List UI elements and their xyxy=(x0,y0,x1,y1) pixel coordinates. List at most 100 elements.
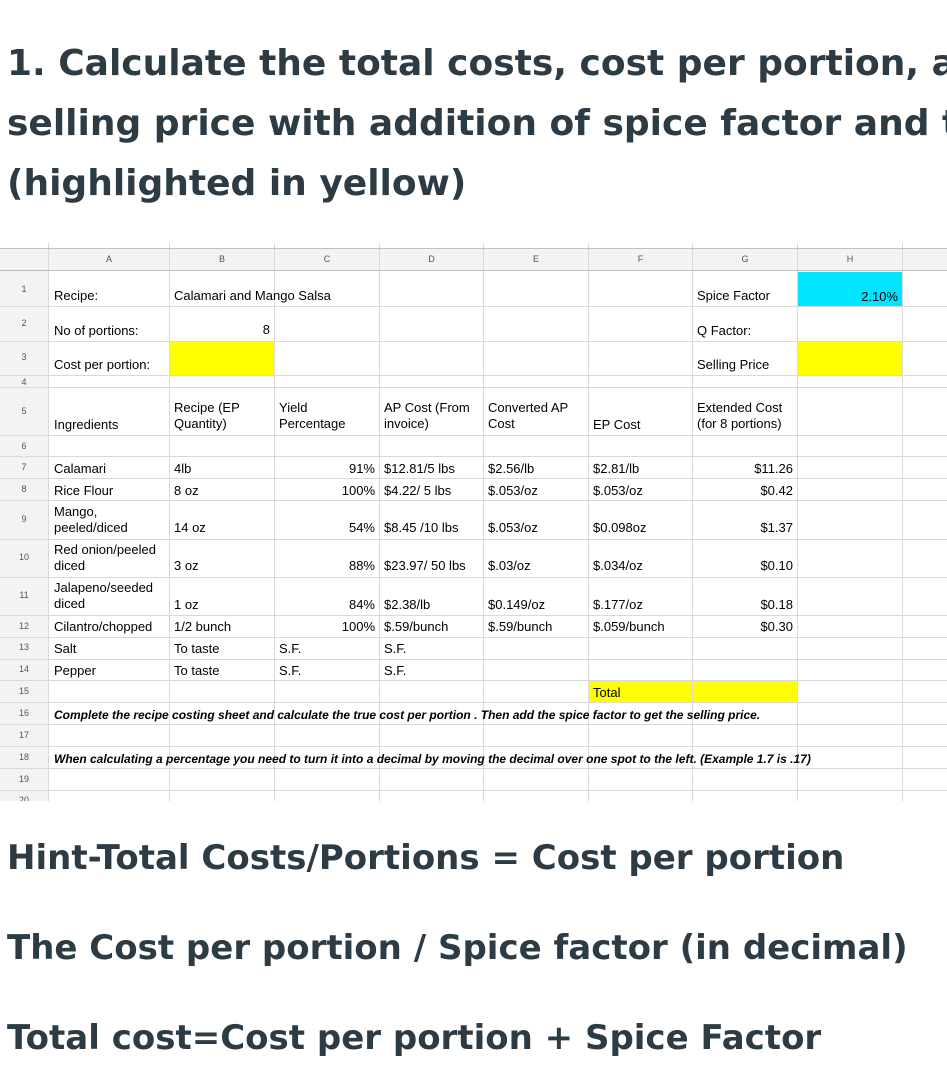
ingredient-pepper: Pepper xyxy=(54,663,96,678)
yield-rice-flour[interactable]: 100% xyxy=(341,483,375,498)
yield-calamari[interactable]: 91% xyxy=(348,461,375,476)
ep-cost-rice-flour[interactable]: $.053/oz xyxy=(593,483,643,498)
ingredient-red-onion-line-2: diced xyxy=(54,558,86,573)
row-number-14[interactable]: 14 xyxy=(18,664,29,674)
hint-line-1: Hint-Total Costs/Portions = Cost per por… xyxy=(7,838,845,878)
header-ep-cost: EP Cost xyxy=(593,417,641,432)
recipe-label: Recipe: xyxy=(54,288,99,303)
ingredient-jalapeno: Jalapeno/seeded diced xyxy=(54,580,153,612)
column-header-b[interactable]: B xyxy=(218,254,225,264)
row-number-5[interactable]: 5 xyxy=(21,406,27,416)
column-header-h[interactable]: H xyxy=(846,254,854,264)
column-header-f[interactable]: F xyxy=(637,254,644,264)
column-header-d[interactable]: D xyxy=(428,254,435,264)
extended-cost-mango[interactable]: $1.37 xyxy=(760,520,793,535)
column-header-a[interactable]: A xyxy=(105,254,112,264)
instruction-note-2: When calculating a percentage you need t… xyxy=(54,752,811,766)
ingredient-red-onion: Red onion/peeled diced xyxy=(54,542,156,574)
yield-pepper[interactable]: S.F. xyxy=(279,663,302,678)
header-ingredients: Ingredients xyxy=(54,417,119,432)
header-extended-cost: Extended Cost (for 8 portions) xyxy=(697,400,782,432)
converted-ap-rice-flour[interactable]: $.053/oz xyxy=(488,483,538,498)
ingredient-mango-line-1: Mango, xyxy=(54,504,98,519)
row-number-4[interactable]: 4 xyxy=(21,377,27,387)
yield-salt[interactable]: S.F. xyxy=(279,641,302,656)
converted-ap-red-onion[interactable]: $.03/oz xyxy=(488,558,531,573)
row-number-19[interactable]: 19 xyxy=(18,774,29,784)
ap-cost-cilantro[interactable]: $.59/bunch xyxy=(384,619,449,634)
header-extended-cost-line-1: Extended Cost xyxy=(697,400,783,415)
ap-cost-mango[interactable]: $8.45 /10 lbs xyxy=(384,520,459,535)
spice-factor-value[interactable]: 2.10% xyxy=(861,289,898,304)
qty-mango[interactable]: 14 oz xyxy=(174,520,206,535)
converted-ap-mango[interactable]: $.053/oz xyxy=(488,520,538,535)
spreadsheet: A B C D E F G H 1 2 3 4 5 6 7 8 9 10 11 … xyxy=(0,243,947,801)
converted-ap-jalapeno[interactable]: $0.149/oz xyxy=(488,597,546,612)
extended-cost-calamari[interactable]: $11.26 xyxy=(754,461,793,476)
qty-cilantro[interactable]: 1/2 bunch xyxy=(174,619,232,634)
extended-cost-jalapeno[interactable]: $0.18 xyxy=(760,597,793,612)
row-number-8[interactable]: 8 xyxy=(21,484,27,494)
instruction-line-1: 1. Calculate the total costs, cost per p… xyxy=(7,43,947,84)
extended-cost-rice-flour[interactable]: $0.42 xyxy=(760,483,793,498)
instruction-line-3: (highlighted in yellow) xyxy=(7,163,467,204)
row-number-3[interactable]: 3 xyxy=(21,352,27,362)
converted-ap-cilantro[interactable]: $.59/bunch xyxy=(488,619,553,634)
row-number-6[interactable]: 6 xyxy=(21,441,27,451)
qty-salt[interactable]: To taste xyxy=(174,641,220,656)
row-number-15[interactable]: 15 xyxy=(18,686,29,696)
cost-per-portion-input[interactable] xyxy=(170,342,274,375)
row-number-16[interactable]: 16 xyxy=(18,708,29,718)
hint-line-3: Total cost=Cost per portion + Spice Fact… xyxy=(7,1018,822,1058)
row-number-20[interactable]: 20 xyxy=(18,795,29,801)
portions-value[interactable]: 8 xyxy=(262,322,270,337)
ingredient-jalapeno-line-2: diced xyxy=(54,596,86,611)
converted-ap-calamari[interactable]: $2.56/lb xyxy=(488,461,535,476)
ep-cost-cilantro[interactable]: $.059/bunch xyxy=(593,619,665,634)
header-extended-cost-line-2: (for 8 portions) xyxy=(697,416,782,431)
ep-cost-calamari[interactable]: $2.81/lb xyxy=(593,461,640,476)
yield-cilantro[interactable]: 100% xyxy=(341,619,375,634)
ap-cost-calamari[interactable]: $12.81/5 lbs xyxy=(384,461,455,476)
ingredient-mango: Mango, peeled/diced xyxy=(54,504,128,536)
row-number-7[interactable]: 7 xyxy=(21,462,27,472)
header-ap-cost-line-2: invoice) xyxy=(384,416,429,431)
header-converted-ap-line-1: Converted AP xyxy=(488,400,569,415)
ep-cost-mango[interactable]: $0.098oz xyxy=(593,520,647,535)
ap-cost-pepper[interactable]: S.F. xyxy=(384,663,407,678)
spice-factor-cell-fill xyxy=(798,272,902,306)
spice-factor-label: Spice Factor xyxy=(697,288,770,303)
row-number-17[interactable]: 17 xyxy=(18,730,29,740)
column-header-bar xyxy=(0,248,947,270)
qty-pepper[interactable]: To taste xyxy=(174,663,220,678)
column-header-c[interactable]: C xyxy=(323,254,331,264)
row-number-12[interactable]: 12 xyxy=(18,621,29,631)
row-number-1[interactable]: 1 xyxy=(21,284,27,294)
extended-cost-red-onion[interactable]: $0.10 xyxy=(760,558,793,573)
qty-red-onion[interactable]: 3 oz xyxy=(174,558,199,573)
yield-mango[interactable]: 54% xyxy=(348,520,375,535)
yield-jalapeno[interactable]: 84% xyxy=(348,597,375,612)
qty-calamari[interactable]: 4lb xyxy=(174,461,192,476)
row-number-13[interactable]: 13 xyxy=(18,642,29,652)
column-header-e[interactable]: E xyxy=(532,254,539,264)
ap-cost-jalapeno[interactable]: $2.38/lb xyxy=(384,597,431,612)
row-number-2[interactable]: 2 xyxy=(21,318,27,328)
row-number-9[interactable]: 9 xyxy=(21,514,27,524)
row-number-11[interactable]: 11 xyxy=(19,590,29,600)
ingredient-mango-line-2: peeled/diced xyxy=(54,520,128,535)
qty-jalapeno[interactable]: 1 oz xyxy=(174,597,199,612)
column-header-g[interactable]: G xyxy=(741,254,749,264)
yield-red-onion[interactable]: 88% xyxy=(348,558,375,573)
ap-cost-rice-flour[interactable]: $4.22/ 5 lbs xyxy=(384,483,452,498)
ep-cost-red-onion[interactable]: $.034/oz xyxy=(593,558,643,573)
ap-cost-red-onion[interactable]: $23.97/ 50 lbs xyxy=(384,558,466,573)
extended-cost-cilantro[interactable]: $0.30 xyxy=(760,619,793,634)
ep-cost-jalapeno[interactable]: $.177/oz xyxy=(593,597,643,612)
header-recipe-ep-line-1: Recipe (EP xyxy=(174,400,240,415)
row-number-10[interactable]: 10 xyxy=(18,552,29,562)
selling-price-input[interactable] xyxy=(798,342,902,375)
qty-rice-flour[interactable]: 8 oz xyxy=(174,483,199,498)
row-number-18[interactable]: 18 xyxy=(18,752,29,762)
ap-cost-salt[interactable]: S.F. xyxy=(384,641,407,656)
